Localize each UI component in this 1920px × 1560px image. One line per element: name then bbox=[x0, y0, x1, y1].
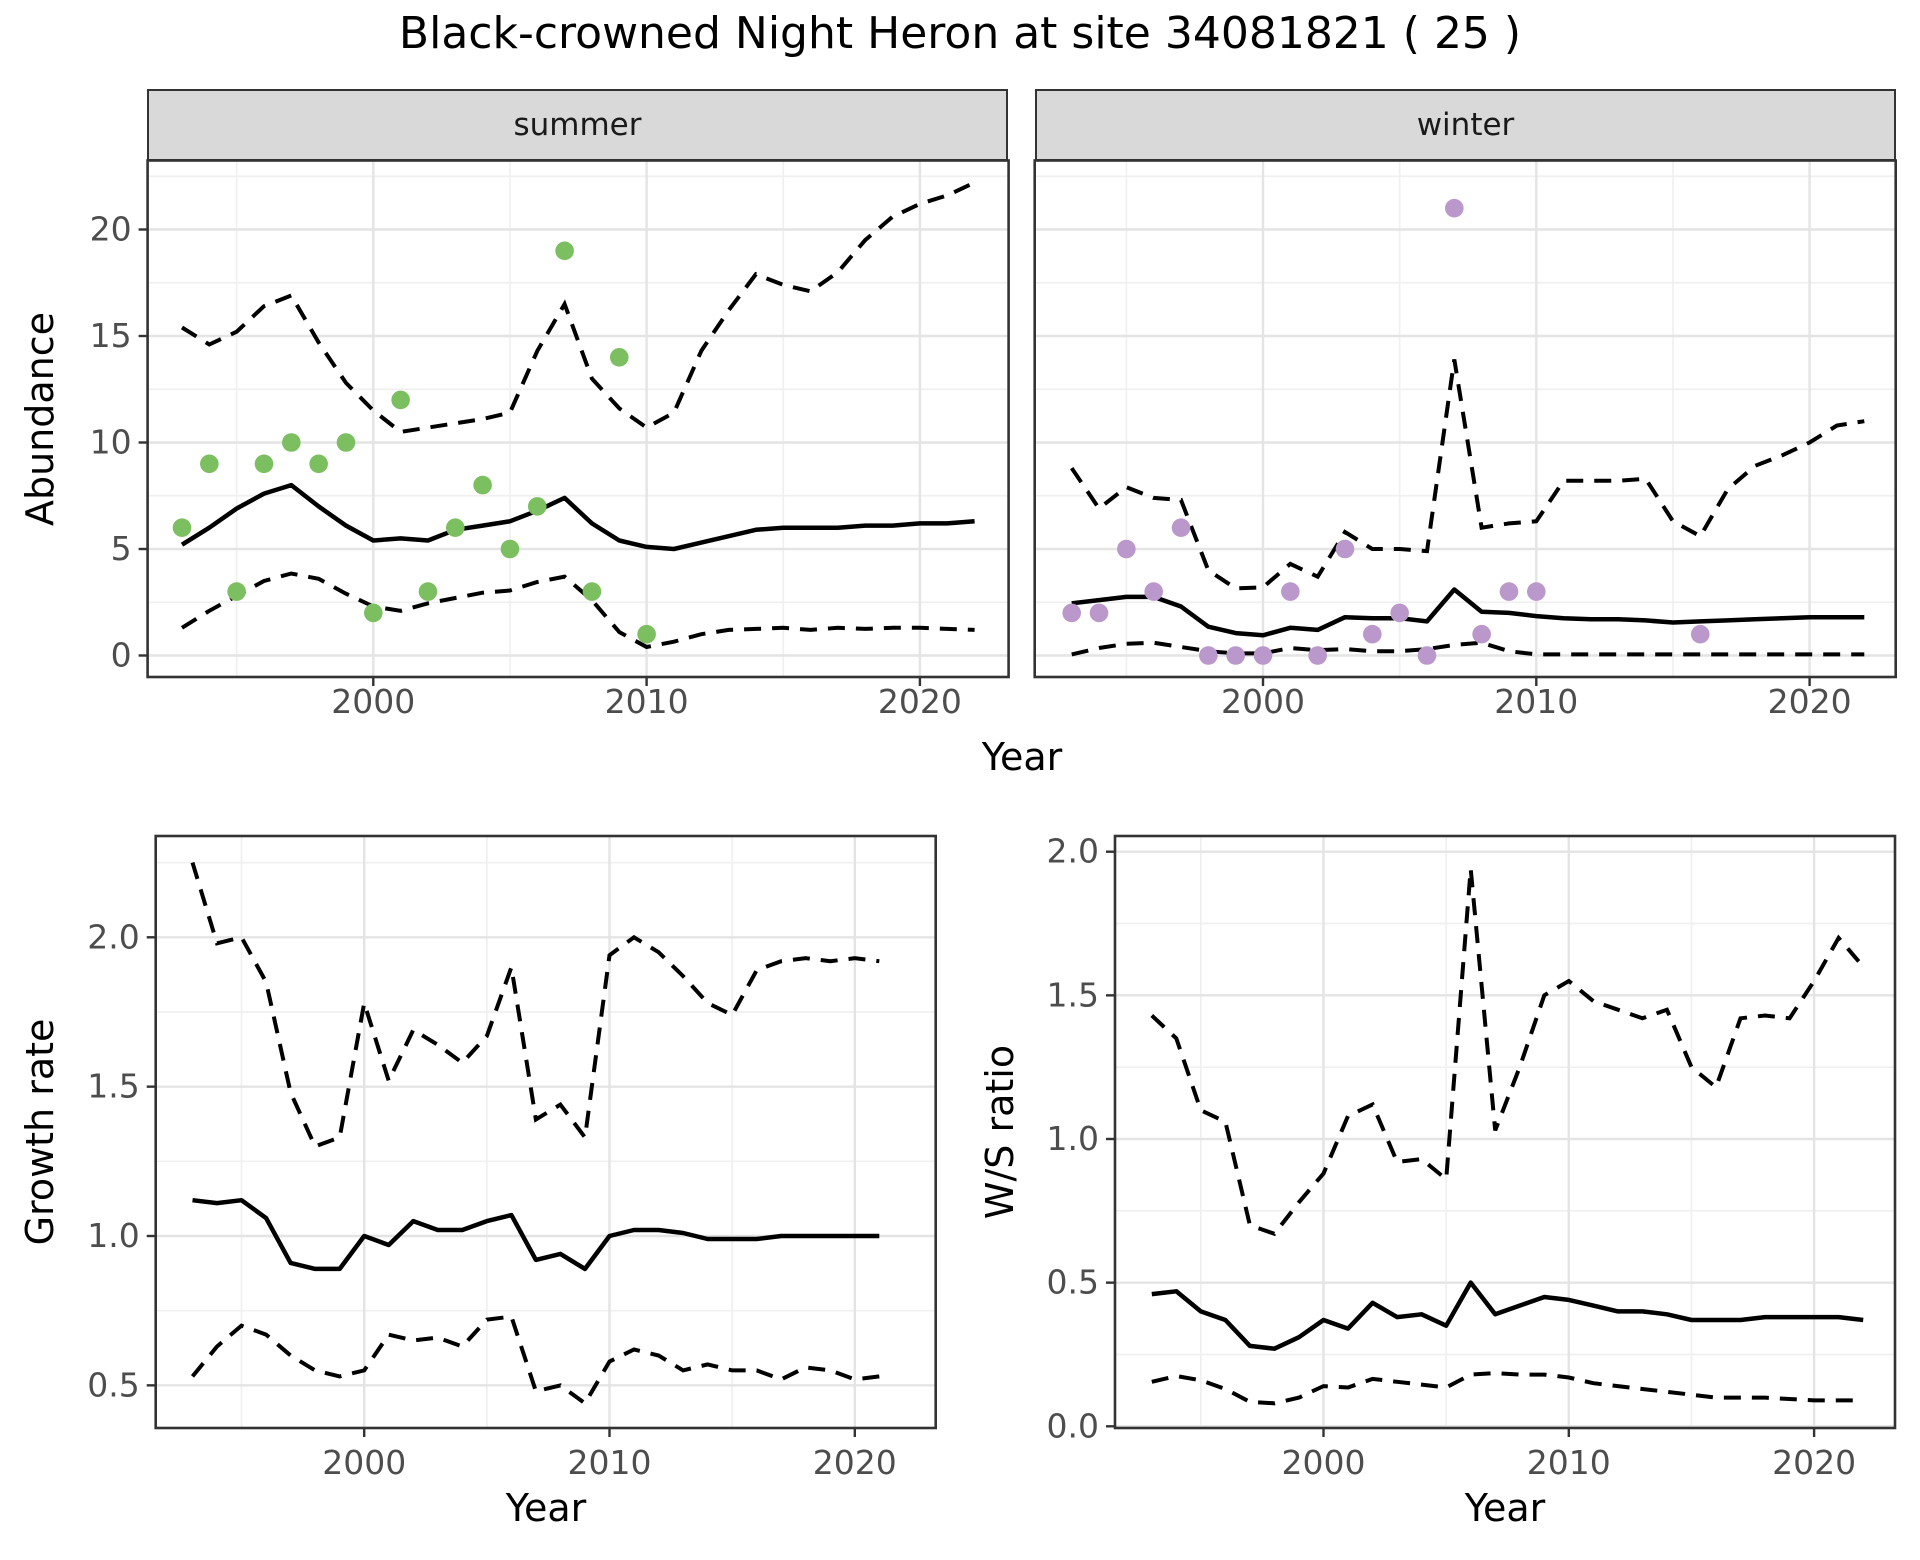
observation-point-abundance_summer bbox=[582, 582, 602, 601]
mean-line-abundance_summer bbox=[180, 482, 975, 552]
x-tick-label: 2020 bbox=[813, 1443, 897, 1482]
observation-point-abundance_winter bbox=[1308, 646, 1327, 665]
panel-abundance_summer: 2000 2010 2020 0 5 10 15 20 bbox=[90, 159, 1010, 721]
ci-lower-line-ws_ratio bbox=[1151, 1371, 1864, 1406]
ci-lower-line-abundance_winter bbox=[1071, 640, 1865, 657]
observation-point-abundance_summer bbox=[527, 497, 547, 516]
observation-point-abundance_summer bbox=[473, 475, 492, 495]
y-tick-label: 1.0 bbox=[1047, 1119, 1099, 1158]
observation-point-abundance_summer bbox=[391, 390, 410, 410]
observation-point-abundance_winter bbox=[1117, 539, 1136, 559]
x-tick-label: 2010 bbox=[568, 1443, 652, 1482]
ci-upper-line-ws_ratio bbox=[1150, 868, 1865, 1237]
observation-point-abundance_winter bbox=[1363, 624, 1382, 644]
ci-lower-line-abundance_summer bbox=[180, 571, 975, 650]
observation-point-abundance_winter bbox=[1226, 646, 1245, 665]
observation-point-abundance_summer bbox=[609, 348, 629, 367]
observation-point-abundance_summer bbox=[227, 582, 246, 601]
mean-line-abundance_winter bbox=[1071, 587, 1865, 638]
x-tick-label: 2010 bbox=[1494, 682, 1578, 721]
x-tick-label: 2010 bbox=[1527, 1443, 1611, 1482]
panel-abundance_winter: 2000 2010 2020 bbox=[1033, 159, 1897, 721]
y-axis-title-ws-ratio: W/S ratio bbox=[978, 1044, 1022, 1220]
observation-point-abundance_summer bbox=[336, 433, 356, 452]
x-tick-label: 2020 bbox=[1772, 1443, 1856, 1482]
x-tick-label: 2000 bbox=[1282, 1443, 1366, 1482]
y-tick-label: 10 bbox=[90, 423, 132, 462]
observation-point-abundance_winter bbox=[1062, 603, 1081, 623]
observation-point-abundance_winter bbox=[1390, 603, 1409, 623]
panel-ws_ratio: 2000 2010 2020 0.0 0.5 1.0 1.5 2.0 bbox=[1047, 832, 1897, 1482]
y-axis-title-abundance: Abundance bbox=[18, 311, 62, 527]
y-tick-label: 1.5 bbox=[1047, 975, 1099, 1014]
observation-point-abundance_summer bbox=[309, 454, 328, 474]
observation-point-abundance_winter bbox=[1690, 624, 1710, 644]
y-tick-label: 0 bbox=[111, 636, 132, 675]
observation-point-abundance_winter bbox=[1199, 646, 1218, 665]
observation-point-abundance_summer bbox=[254, 454, 274, 474]
mean-line-ws_ratio bbox=[1151, 1280, 1864, 1351]
x-tick-label: 2000 bbox=[1221, 682, 1305, 721]
observation-point-abundance_summer bbox=[445, 518, 465, 537]
panel-border-abundance_winter bbox=[1033, 159, 1897, 679]
x-tick-label: 2000 bbox=[322, 1443, 406, 1482]
observation-point-abundance_winter bbox=[1499, 582, 1519, 601]
y-tick-label: 1.5 bbox=[87, 1067, 139, 1106]
panel-border-growth_rate bbox=[154, 834, 937, 1430]
x-axis-title-year-ws: Year bbox=[1464, 1486, 1546, 1530]
observation-point-abundance_winter bbox=[1335, 539, 1355, 559]
facet-strip-winter: winter bbox=[1035, 89, 1896, 161]
x-tick-label: 2000 bbox=[331, 682, 415, 721]
mean-line-growth_rate bbox=[192, 1197, 880, 1272]
x-axis-title-year-top: Year bbox=[981, 735, 1063, 779]
ci-lower-line-growth_rate bbox=[190, 1314, 880, 1407]
facet-strip-winter-label: winter bbox=[1416, 107, 1515, 143]
y-tick-label: 0.0 bbox=[1047, 1406, 1099, 1445]
x-tick-label: 2010 bbox=[605, 682, 689, 721]
observation-point-abundance_winter bbox=[1417, 646, 1437, 665]
x-tick-label: 2020 bbox=[1768, 682, 1852, 721]
observation-point-abundance_winter bbox=[1445, 198, 1464, 218]
y-tick-label: 15 bbox=[90, 316, 132, 355]
y-axis-title-growth-rate: Growth rate bbox=[18, 1018, 62, 1246]
y-tick-label: 2.0 bbox=[1047, 832, 1099, 871]
observation-point-abundance_summer bbox=[637, 624, 656, 644]
observation-point-abundance_summer bbox=[172, 518, 192, 537]
y-tick-label: 0.5 bbox=[1047, 1263, 1099, 1302]
observation-point-abundance_winter bbox=[1171, 518, 1191, 537]
panel-border-abundance_summer bbox=[146, 159, 1010, 679]
y-tick-label: 1.0 bbox=[87, 1216, 139, 1255]
observation-point-abundance_summer bbox=[282, 433, 301, 452]
observation-point-abundance_winter bbox=[1281, 582, 1300, 601]
ci-upper-line-growth_rate bbox=[190, 862, 880, 1149]
observation-point-abundance_winter bbox=[1527, 582, 1546, 601]
facet-strip-summer-label: summer bbox=[513, 107, 642, 143]
chart-title: Black-crowned Night Heron at site 340818… bbox=[398, 8, 1522, 59]
y-tick-label: 2.0 bbox=[87, 917, 139, 956]
y-tick-label: 5 bbox=[111, 529, 132, 568]
observation-point-abundance_summer bbox=[555, 241, 574, 261]
y-tick-label: 20 bbox=[90, 210, 132, 249]
ci-upper-line-abundance_winter bbox=[1070, 359, 1865, 591]
panel-border-ws_ratio bbox=[1113, 834, 1897, 1430]
observation-point-abundance_winter bbox=[1253, 646, 1273, 665]
panel-growth_rate: 2000 2010 2020 0.5 1.0 1.5 2.0 bbox=[87, 834, 937, 1482]
ci-upper-line-abundance_summer bbox=[180, 180, 976, 435]
y-tick-label: 0.5 bbox=[87, 1365, 139, 1404]
observation-point-abundance_summer bbox=[200, 454, 219, 474]
observation-point-abundance_summer bbox=[418, 582, 438, 601]
observation-point-abundance_winter bbox=[1089, 603, 1109, 623]
observation-point-abundance_summer bbox=[364, 603, 383, 623]
facet-strip-summer: summer bbox=[147, 89, 1008, 161]
x-tick-label: 2020 bbox=[878, 682, 962, 721]
observation-point-abundance_winter bbox=[1472, 624, 1491, 644]
observation-point-abundance_winter bbox=[1144, 582, 1163, 601]
x-axis-title-year-growth: Year bbox=[505, 1486, 587, 1530]
observation-point-abundance_summer bbox=[500, 539, 520, 559]
